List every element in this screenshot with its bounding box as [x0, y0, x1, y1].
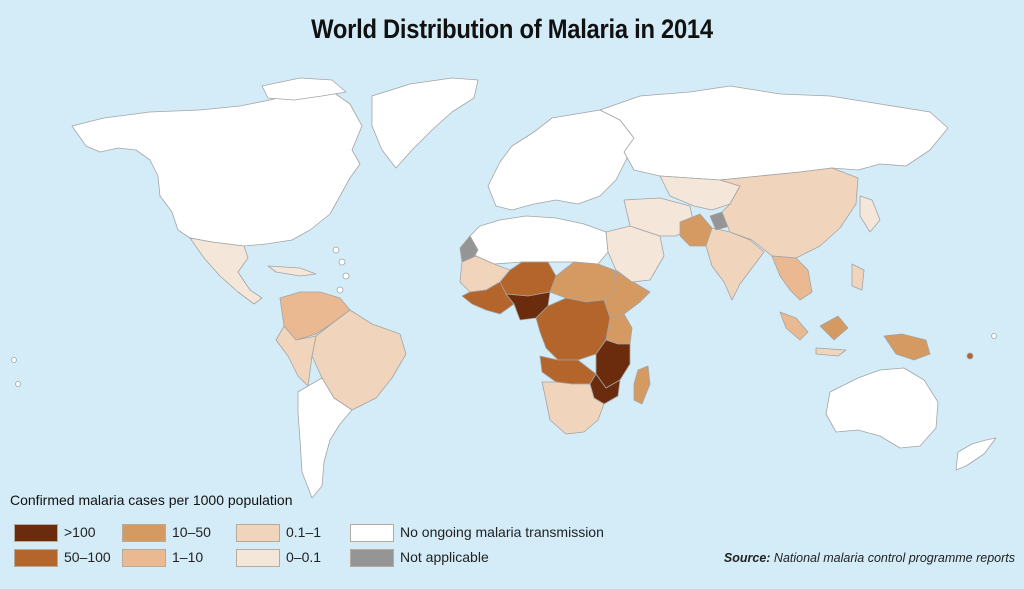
map-title: World Distribution of Malaria in 2014	[311, 14, 713, 44]
region-sudan	[549, 261, 617, 303]
region-north-america	[71, 89, 363, 247]
source-note: Source: National malaria control program…	[724, 551, 1015, 565]
legend-label-10-50: 10–50	[172, 524, 211, 540]
region-india	[705, 227, 765, 301]
legend-label-not-applicable: Not applicable	[400, 549, 489, 565]
region-caribbean-dot	[338, 258, 346, 266]
legend-swatch-0-0.1	[236, 549, 280, 567]
legend-swatch-10-50	[122, 524, 166, 542]
region-papua	[883, 333, 931, 361]
region-china	[719, 167, 859, 259]
region-caribbean-dot	[332, 246, 340, 254]
source-prefix: Source:	[723, 551, 771, 565]
legend-swatch-0.1-1	[236, 524, 280, 542]
region-north-africa	[469, 215, 609, 265]
legend-label-no-transmission: No ongoing malaria transmission	[400, 524, 604, 540]
region-mexico	[189, 237, 263, 305]
legend-title: Confirmed malaria cases per 1000 populat…	[10, 492, 293, 508]
region-angola	[539, 355, 597, 385]
region-southern-africa	[541, 381, 605, 435]
legend-label-gt100: >100	[64, 524, 96, 540]
region-caribbean-dot	[336, 286, 344, 294]
region-western-sahara	[459, 235, 479, 263]
source-text: National malaria control programme repor…	[770, 551, 1015, 565]
legend-label-0-0.1: 0–0.1	[286, 549, 322, 565]
region-se-asia	[771, 255, 813, 301]
legend-label-1-10: 1–10	[172, 549, 204, 565]
region-philippines	[851, 263, 865, 291]
region-pacific-dot	[15, 381, 21, 387]
region-java	[815, 347, 847, 357]
legend-label-0.1-1: 0.1–1	[286, 524, 322, 540]
region-korea-japan	[859, 195, 881, 233]
region-caribbean-dot	[342, 272, 350, 280]
region-east-africa	[605, 313, 633, 345]
legend-swatch-gt100	[14, 524, 58, 542]
region-pacific-dot	[966, 352, 974, 360]
region-new-zealand	[955, 437, 997, 471]
region-europe	[487, 109, 635, 211]
region-indonesia-west	[779, 311, 809, 341]
region-sa-south	[297, 377, 353, 499]
legend-label-50-100: 50–100	[64, 549, 111, 565]
legend-swatch-no-transmission	[350, 524, 394, 542]
legend-swatch-1-10	[122, 549, 166, 567]
region-indonesia-mid	[819, 315, 849, 341]
region-madagascar	[633, 365, 651, 405]
region-russia	[599, 85, 949, 181]
region-australia	[825, 367, 939, 449]
region-greenland	[371, 77, 479, 169]
region-caribbean	[267, 265, 317, 277]
legend-swatch-not-applicable	[350, 549, 394, 567]
region-pacific-dot	[11, 357, 17, 363]
legend-swatch-50-100	[14, 549, 58, 567]
region-pacific-dot	[991, 333, 997, 339]
region-arctic-islands	[261, 77, 347, 101]
region-sahel-central	[499, 261, 557, 297]
